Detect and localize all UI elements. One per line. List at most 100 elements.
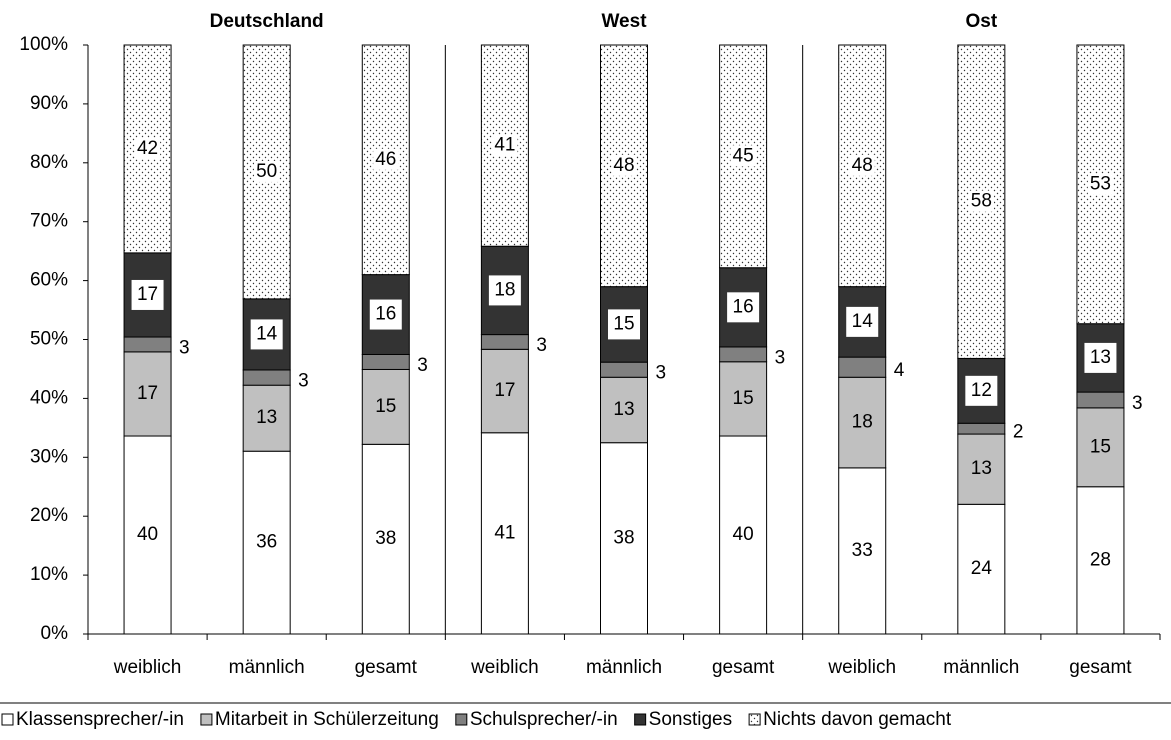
bar-segment (123, 351, 172, 437)
label-box (492, 134, 518, 156)
data-label: 3 (656, 363, 667, 384)
x-tick-label: weiblich (113, 657, 182, 678)
data-label: 48 (613, 155, 634, 176)
data-label: 58 (971, 191, 992, 212)
label-box (1087, 173, 1114, 195)
legend-label: Sonstiges (649, 709, 732, 730)
data-label: 3 (775, 347, 786, 368)
data-label: 50 (256, 161, 277, 182)
legend-label: Schulsprecher/-in (470, 709, 618, 730)
data-label: 4 (894, 360, 905, 381)
data-label: 3 (179, 337, 190, 358)
label-box (846, 306, 879, 337)
data-label: 17 (137, 284, 158, 305)
data-label: 28 (1090, 549, 1111, 570)
data-label: 13 (971, 458, 992, 479)
bar-segment (600, 376, 648, 444)
bar-segment (123, 336, 172, 353)
bar-segment (719, 346, 768, 363)
bar-segment (600, 442, 648, 635)
data-label: 14 (256, 323, 278, 344)
data-label: 13 (256, 407, 277, 428)
bar-segment (480, 334, 529, 350)
bar-segment (242, 384, 291, 452)
y-tick-label: 90% (30, 93, 68, 114)
data-label: 38 (375, 528, 396, 549)
y-tick-label: 0% (41, 623, 69, 644)
label-box (134, 137, 161, 159)
bar-segment (1076, 407, 1125, 488)
legend-label: Klassensprecher/-in (16, 709, 184, 730)
bar-segment (1076, 391, 1125, 409)
y-tick-label: 70% (30, 211, 68, 232)
y-tick-label: 10% (30, 564, 68, 585)
bar-segment (957, 433, 1006, 505)
label-box (727, 292, 760, 323)
data-label: 18 (852, 412, 873, 433)
data-label: 41 (494, 522, 515, 543)
data-label: 18 (494, 279, 515, 300)
label-box (131, 279, 164, 310)
data-label: 15 (1090, 436, 1111, 457)
bar-segment (957, 503, 1006, 635)
data-label: 38 (613, 527, 634, 548)
label-box (254, 160, 280, 182)
y-tick-label: 100% (19, 34, 68, 55)
data-label: 12 (971, 380, 992, 401)
label-box (730, 145, 756, 167)
y-tick-label: 40% (30, 387, 68, 408)
legend-swatch (748, 713, 761, 726)
legend-label: Nichts davon gemacht (763, 709, 952, 730)
x-tick-label: gesamt (712, 657, 775, 678)
label-box (968, 190, 994, 212)
data-label: 13 (1090, 347, 1111, 368)
data-label: 3 (1132, 393, 1143, 414)
x-tick-label: weiblich (827, 657, 896, 678)
label-box (608, 309, 640, 340)
data-label: 17 (137, 383, 158, 404)
data-label: 15 (613, 313, 634, 334)
bar-segment (361, 353, 410, 370)
bar-segment (719, 435, 768, 635)
data-label: 46 (375, 149, 396, 170)
data-label: 33 (852, 540, 873, 561)
bar-segment (719, 361, 768, 437)
data-label: 3 (298, 371, 309, 392)
data-label: 36 (256, 532, 277, 553)
x-tick-label: gesamt (1069, 657, 1132, 678)
legend-swatch (634, 713, 647, 726)
label-box (369, 299, 402, 330)
data-label: 40 (137, 524, 158, 545)
legend-label: Mitarbeit in Schülerzeitung (215, 709, 439, 730)
data-label: 16 (733, 296, 754, 317)
y-tick-label: 30% (30, 446, 68, 467)
group-title: West (601, 11, 647, 32)
bar-segment (838, 376, 887, 469)
x-tick-label: weiblich (470, 657, 539, 678)
label-box (250, 319, 283, 350)
data-label: 53 (1090, 173, 1111, 194)
bar-segment (361, 443, 410, 635)
label-box (488, 275, 521, 306)
label-box (611, 154, 637, 176)
bar-segment (838, 356, 887, 378)
data-label: 13 (613, 399, 634, 420)
label-box (1084, 342, 1117, 373)
bar-segment (242, 369, 291, 386)
data-label: 2 (1013, 422, 1024, 443)
data-label: 3 (417, 355, 428, 376)
y-tick-label: 60% (30, 270, 68, 291)
data-label: 16 (375, 304, 396, 325)
legend-swatch (200, 713, 213, 726)
data-label: 17 (494, 380, 515, 401)
bar-segment (957, 422, 1006, 435)
y-tick-label: 50% (30, 329, 68, 350)
data-label: 40 (733, 524, 754, 545)
data-label: 48 (852, 155, 873, 176)
bar-segment (600, 361, 648, 378)
data-label: 3 (536, 335, 547, 356)
data-label: 42 (137, 138, 158, 159)
bar-segment (242, 450, 291, 635)
x-tick-label: gesamt (355, 657, 418, 678)
